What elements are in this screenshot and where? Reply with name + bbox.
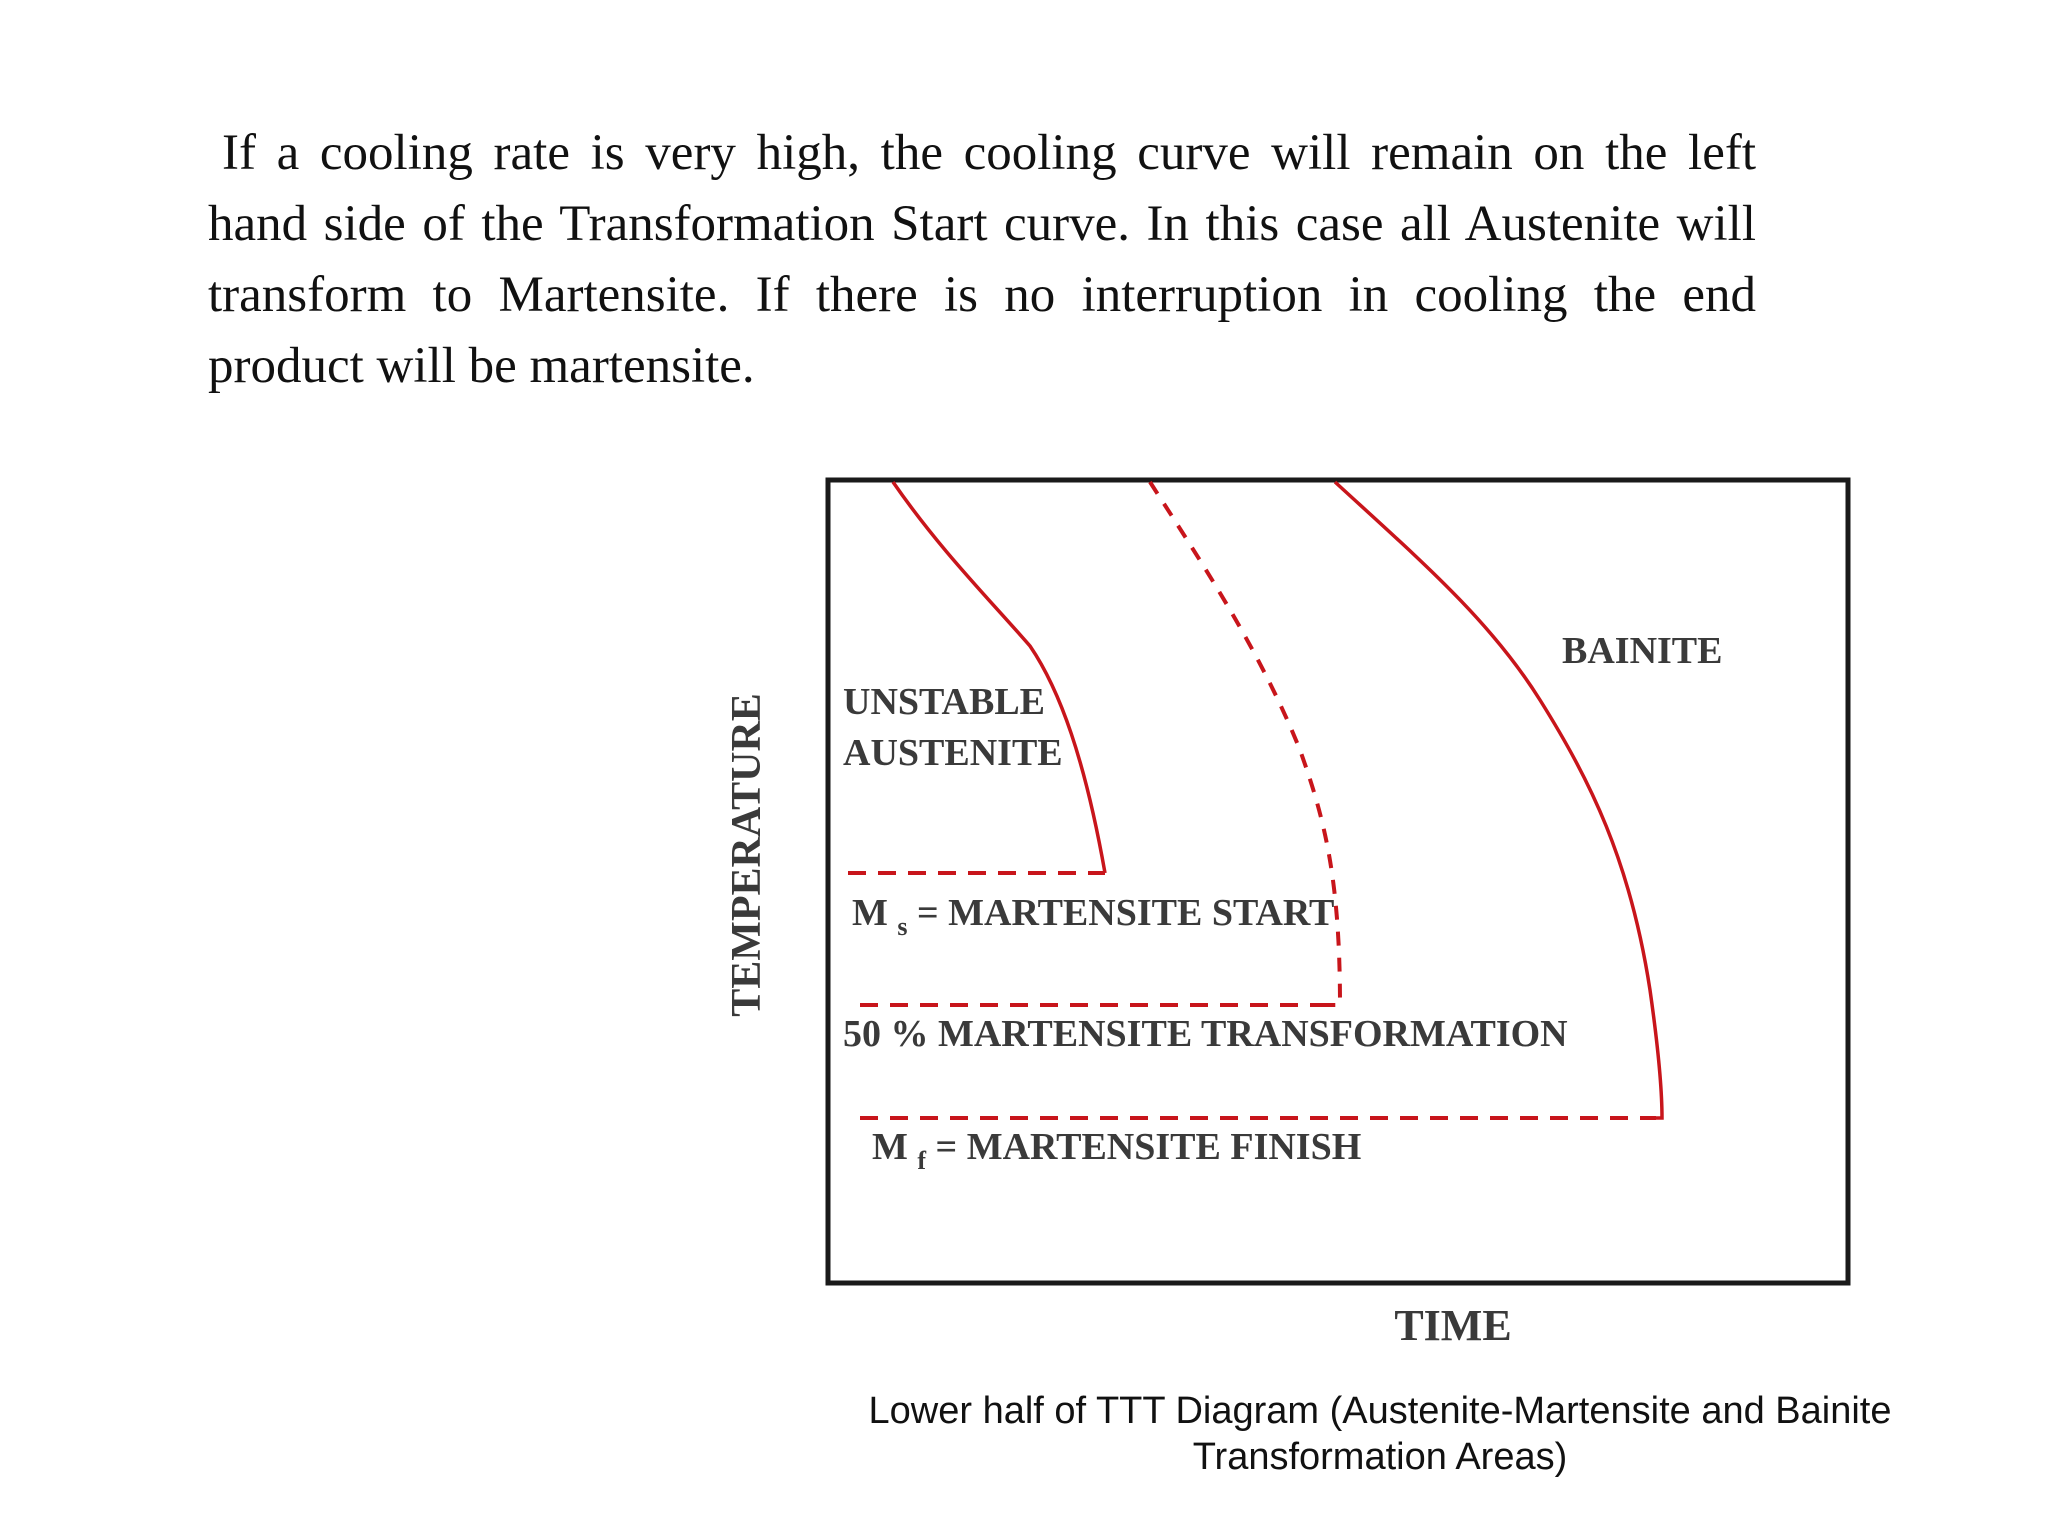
diagram-frame bbox=[825, 477, 1851, 1286]
ms-text: = MARTENSITE START bbox=[917, 892, 1334, 934]
x-axis-label: TIME bbox=[1394, 1301, 1511, 1350]
austenite-label: AUSTENITE bbox=[843, 732, 1063, 774]
ttt-diagram-svg: UNSTABLE AUSTENITE BAINITE M s = MARTENS… bbox=[724, 477, 1851, 1350]
m50-label: 50 % MARTENSITE TRANSFORMATION bbox=[843, 1013, 1568, 1055]
caption-line-1: Lower half of TTT Diagram (Austenite-Mar… bbox=[868, 1390, 1892, 1432]
ms-subscript: s bbox=[897, 912, 907, 941]
austenite-start-curve bbox=[891, 481, 1107, 874]
figure-caption: Lower half of TTT Diagram (Austenite-Mar… bbox=[780, 1388, 1980, 1480]
martensite-50-curve bbox=[1148, 480, 1343, 1007]
y-axis-label: TEMPERATURE bbox=[724, 693, 770, 1017]
mf-subscript: f bbox=[917, 1146, 926, 1175]
mf-text: = MARTENSITE FINISH bbox=[936, 1126, 1362, 1168]
ms-label: M s = MARTENSITE START bbox=[852, 892, 1334, 944]
mf-label: M f = MARTENSITE FINISH bbox=[872, 1126, 1361, 1178]
caption-line-2: Transformation Areas) bbox=[1192, 1436, 1568, 1478]
bainite-label: BAINITE bbox=[1562, 630, 1723, 672]
mf-symbol: M bbox=[872, 1126, 908, 1168]
unstable-label: UNSTABLE bbox=[843, 681, 1045, 723]
explanation-paragraph: If a cooling rate is very high, the cool… bbox=[208, 125, 1756, 394]
bainite-curve bbox=[1333, 480, 1664, 1120]
ttt-diagram: UNSTABLE AUSTENITE BAINITE M s = MARTENS… bbox=[700, 460, 1900, 1360]
ms-symbol: M bbox=[852, 892, 888, 934]
